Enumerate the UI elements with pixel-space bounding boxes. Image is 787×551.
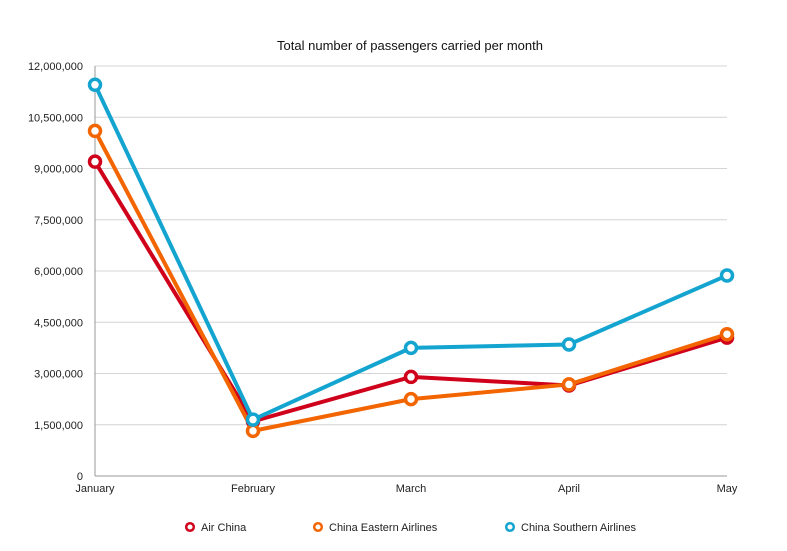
data-point <box>561 337 577 352</box>
y-tick-label: 7,500,000 <box>34 215 83 227</box>
legend-marker <box>184 521 196 533</box>
series-3-markers <box>87 77 735 427</box>
data-point <box>87 123 103 139</box>
legend-item: China Eastern Airlines <box>312 521 438 534</box>
data-point <box>87 77 103 93</box>
data-point <box>245 412 261 427</box>
data-point <box>403 340 419 356</box>
y-tick-label: 1,500,000 <box>34 420 83 432</box>
series-2 <box>93 128 729 433</box>
series-line <box>93 82 729 422</box>
data-point <box>719 268 735 283</box>
x-axis-ticks: January February March April May <box>75 483 737 495</box>
legend-marker <box>312 521 324 533</box>
legend-label: China Eastern Airlines <box>329 522 438 534</box>
y-tick-label: 0 <box>77 471 83 483</box>
y-axis-ticks: 0 1,500,000 3,000,000 4,500,000 6,000,000 7,5… <box>28 61 83 483</box>
data-point <box>719 326 735 342</box>
data-point <box>87 154 103 169</box>
series-2-markers <box>87 123 735 439</box>
y-tick-label: 9,000,000 <box>34 164 83 176</box>
x-tick-label: April <box>558 483 580 495</box>
y-tick-label: 10,500,000 <box>28 112 83 124</box>
y-tick-label: 6,000,000 <box>34 266 83 278</box>
legend-marker <box>504 521 516 533</box>
chart-title: Total number of passengers carried per m… <box>277 38 543 53</box>
y-tick-label: 12,000,000 <box>28 61 83 73</box>
series <box>87 77 735 439</box>
grid-lines <box>95 65 727 426</box>
series-3 <box>93 82 729 422</box>
data-point <box>245 423 261 439</box>
series-1-markers <box>87 154 735 429</box>
data-point <box>403 391 419 407</box>
legend: Air China China Eastern Airlines China Sou… <box>184 521 636 534</box>
x-tick-label: January <box>75 483 115 495</box>
legend-label: Air China <box>201 522 247 534</box>
x-tick-label: May <box>717 483 738 495</box>
series-line <box>93 128 729 433</box>
x-tick-label: February <box>231 483 276 495</box>
legend-item: China Southern Airlines <box>504 521 636 534</box>
x-tick-label: March <box>396 483 427 495</box>
legend-item: Air China <box>184 521 247 534</box>
data-point <box>561 377 577 392</box>
y-tick-label: 3,000,000 <box>34 369 83 381</box>
data-point <box>403 369 419 385</box>
y-tick-label: 4,500,000 <box>34 317 83 329</box>
legend-label: China Southern Airlines <box>521 522 636 534</box>
